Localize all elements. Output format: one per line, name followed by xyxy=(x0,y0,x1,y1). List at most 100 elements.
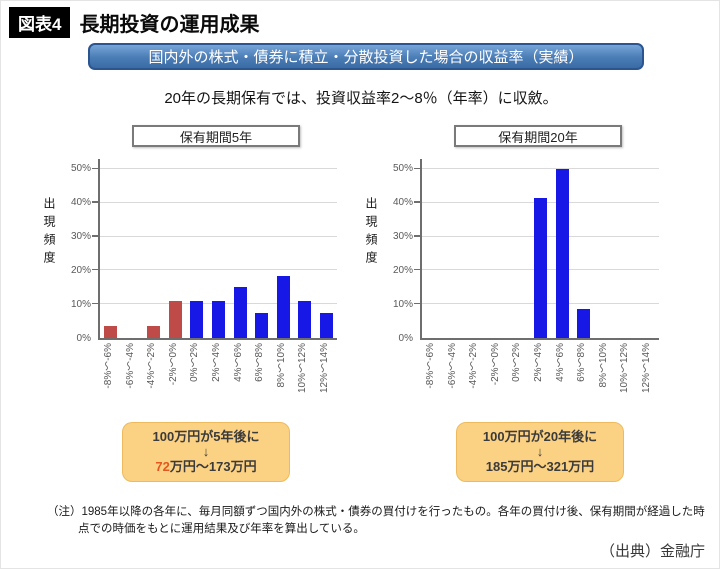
y-axis-tick-labels: 50% 40% 30% 20% 10% 0% xyxy=(371,163,413,345)
x-axis-tick-label: -2%～0% xyxy=(167,343,179,386)
x-label-slot: -2%～0% xyxy=(485,343,507,415)
bar xyxy=(190,300,204,338)
bar xyxy=(534,197,547,338)
bar-slot xyxy=(208,159,230,338)
chart-title-box: 保有期間5年 xyxy=(132,125,300,147)
gridline xyxy=(100,201,337,203)
y-tick-label: 0% xyxy=(76,333,91,344)
x-axis-tick-label: -8%～-6% xyxy=(103,343,115,389)
callout-result: 185万円～321万円 xyxy=(486,459,594,475)
bar-slot xyxy=(594,159,616,338)
bar-slot xyxy=(100,159,122,338)
x-axis-tick-label: -4%～-2% xyxy=(146,343,158,389)
x-axis-tick-label: -2%～0% xyxy=(489,343,501,386)
bar-slot xyxy=(573,159,595,338)
page-title: 長期投資の運用成果 xyxy=(79,14,260,36)
callout-5-year-result: 100万円が5年後に ↓ 72万円～173万円 xyxy=(122,422,290,482)
x-label-slot: 6%～8% xyxy=(571,343,593,415)
x-axis-tick-label: -8%～-6% xyxy=(425,343,437,389)
axis-tick xyxy=(92,302,98,305)
x-axis-tick-label: 12%～14% xyxy=(318,343,330,394)
x-axis-tick-label: 6%～8% xyxy=(254,343,266,382)
x-axis-tick-label: 6%～8% xyxy=(576,343,588,382)
bars xyxy=(422,159,659,338)
x-axis-tick-label: 2%～4% xyxy=(533,343,544,382)
x-axis-tick-label: 0%～2% xyxy=(189,343,201,382)
y-tick-label: 0% xyxy=(398,333,413,344)
x-label-slot: -8%～-6% xyxy=(98,343,120,415)
x-axis-tick-label: 2%～4% xyxy=(211,343,222,382)
bar-slot xyxy=(422,159,444,338)
callout-result-text: 万円～173万円 xyxy=(169,458,257,474)
bar-slot xyxy=(143,159,165,338)
gridline xyxy=(100,269,337,271)
bars xyxy=(100,159,337,338)
x-label-slot: 2%～4% xyxy=(528,343,550,415)
callout-line1: 100万円が5年後に xyxy=(152,428,260,444)
y-tick-label: 50% xyxy=(392,163,413,174)
x-axis-tick-label: 0%～2% xyxy=(511,343,523,382)
x-label-slot: 4%～6% xyxy=(227,343,249,415)
callout-20-year-result: 100万円が20年後に ↓ 185万円～321万円 xyxy=(456,422,624,482)
bar xyxy=(319,312,333,338)
axis-tick xyxy=(92,235,98,237)
axis-tick xyxy=(414,201,420,203)
x-label-slot: 12%～14% xyxy=(313,343,335,415)
callout-result-text: 185万円～321万円 xyxy=(485,458,595,474)
footnote-line1: （注）1985年以降の各年に、毎月同額ずつ国内外の株式・債券の買付けを行ったもの… xyxy=(47,506,705,518)
footnote-line2: 点での時価をもとに運用結果及び年率を算出している。 xyxy=(78,523,365,536)
bar-slot xyxy=(186,159,208,338)
figure-number-badge: 図表4 xyxy=(9,7,71,38)
down-arrow-icon: ↓ xyxy=(536,444,544,460)
bar xyxy=(298,300,312,338)
bar-slot xyxy=(616,159,638,338)
x-axis-tick-label: -4%～-2% xyxy=(468,343,480,389)
y-tick-label: 40% xyxy=(392,197,413,208)
bar-slot xyxy=(251,159,273,338)
subtitle: 20年の長期保有では、投資収益率2～8％（年率）に収斂。 xyxy=(164,90,558,107)
axis-tick xyxy=(414,268,420,271)
bar-slot xyxy=(165,159,187,338)
x-label-slot: 8%～10% xyxy=(592,343,614,415)
callout-result: 72万円～173万円 xyxy=(155,459,256,475)
bar xyxy=(255,312,269,338)
y-tick-label: 30% xyxy=(70,231,91,242)
callout-line1: 100万円が20年後に xyxy=(482,428,598,444)
y-tick-label: 30% xyxy=(392,231,413,242)
x-label-slot: 0%～2% xyxy=(506,343,528,415)
axis-tick xyxy=(92,268,98,271)
x-axis-tick-label: 4%～6% xyxy=(232,343,244,382)
bar xyxy=(555,169,569,338)
x-label-slot: -6%～-4% xyxy=(120,343,142,415)
x-axis-tick-label: 8%～10% xyxy=(597,343,609,388)
x-axis-tick-label: 4%～6% xyxy=(554,343,566,382)
x-label-slot: 4%～6% xyxy=(549,343,571,415)
x-label-slot: 8%～10% xyxy=(270,343,292,415)
x-axis-tick-label: 8%～10% xyxy=(275,343,287,388)
bar-slot xyxy=(272,159,294,338)
bar-slot xyxy=(294,159,316,338)
x-axis-tick-label: -6%～-4% xyxy=(124,343,136,389)
gridline xyxy=(100,235,337,237)
plot-area xyxy=(414,159,659,340)
x-label-slot: 10%～12% xyxy=(614,343,636,415)
x-axis-labels: -8%～-6% -6%～-4% -4%～-2% -2%～0% 0%～2% 2%～4% 4%～… xyxy=(420,343,657,415)
axis-tick xyxy=(92,167,98,169)
bar-slot xyxy=(508,159,530,338)
header: 図表4 長期投資の運用成果 xyxy=(9,7,259,38)
bar-slot xyxy=(465,159,487,338)
bar xyxy=(168,300,182,338)
x-label-slot: 10%～12% xyxy=(292,343,314,415)
chart-holding-period-20-years: 保有期間20年 出現頻度 50% 40% 30% 20% 10% 0% -8%～-6% -6… xyxy=(353,123,665,419)
bar xyxy=(212,300,225,338)
x-axis-tick-label: -6%～-4% xyxy=(446,343,458,389)
bar-slot xyxy=(444,159,466,338)
axis-tick xyxy=(414,302,420,305)
x-label-slot: 12%～14% xyxy=(635,343,657,415)
banner-title: 国内外の株式・債券に積立・分散投資した場合の収益率（実績） xyxy=(88,43,644,70)
x-axis-labels: -8%～-6% -6%～-4% -4%～-2% -2%～0% 0%～2% 2%～4% 4%～… xyxy=(98,343,335,415)
down-arrow-icon: ↓ xyxy=(202,444,210,460)
chart-title-box: 保有期間20年 xyxy=(454,125,622,147)
x-label-slot: -2%～0% xyxy=(163,343,185,415)
